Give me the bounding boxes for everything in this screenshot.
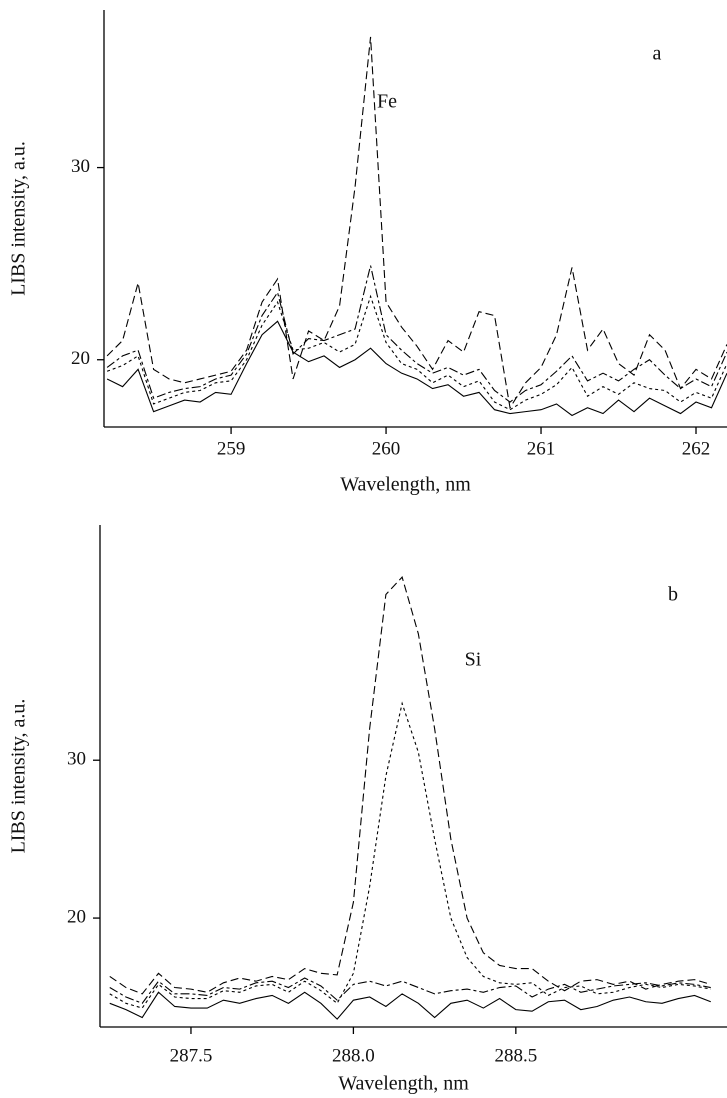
spectrum-line bbox=[106, 265, 727, 403]
x-tick-label: 259 bbox=[217, 438, 246, 459]
x-tick-label: 260 bbox=[372, 438, 401, 459]
x-tick-label: 288.5 bbox=[494, 1045, 537, 1066]
spectrum-line bbox=[109, 991, 711, 1020]
annotation: Fe bbox=[377, 91, 397, 113]
x-tick-label: 288.0 bbox=[332, 1045, 375, 1066]
y-tick-label: 30 bbox=[71, 156, 90, 177]
spectrum-line bbox=[106, 320, 727, 417]
annotation: b bbox=[668, 584, 678, 606]
spectrum-line bbox=[109, 977, 711, 1004]
x-tick-label: 261 bbox=[527, 438, 556, 459]
y-axis-title: LIBS intensity, a.u. bbox=[8, 141, 30, 296]
spectrum-line bbox=[106, 36, 727, 410]
y-tick-label: 20 bbox=[67, 906, 86, 927]
spectrum-line bbox=[109, 701, 711, 1009]
annotation: Si bbox=[465, 649, 482, 671]
x-tick-label: 262 bbox=[682, 438, 711, 459]
x-tick-label: 287.5 bbox=[170, 1045, 213, 1066]
annotation: a bbox=[653, 43, 662, 65]
x-axis-title: Wavelength, nm bbox=[338, 1073, 469, 1095]
spectrum-line bbox=[106, 294, 727, 411]
x-axis-title: Wavelength, nm bbox=[340, 474, 471, 496]
y-tick-label: 20 bbox=[71, 348, 90, 369]
spectrum-line bbox=[109, 576, 711, 995]
y-tick-label: 30 bbox=[67, 749, 86, 770]
y-axis-title: LIBS intensity, a.u. bbox=[8, 699, 30, 854]
